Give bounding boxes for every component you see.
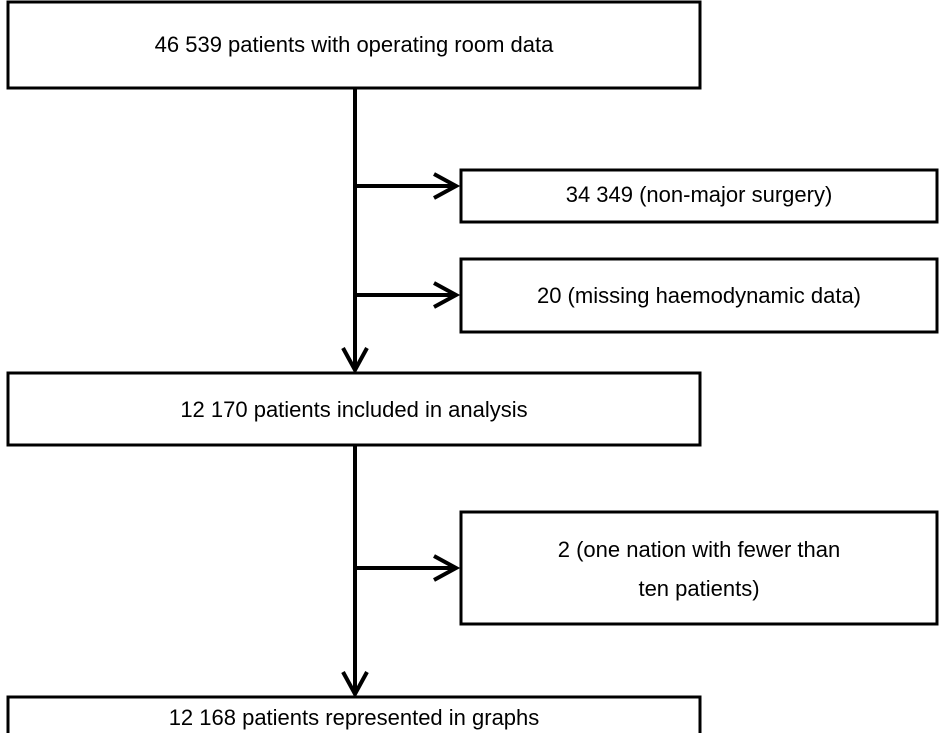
- box-label: 12 170 patients included in analysis: [180, 397, 527, 422]
- arrowhead: [433, 281, 461, 309]
- box-label: 46 539 patients with operating room data: [155, 32, 554, 57]
- box-label: 34 349 (non-major surgery): [566, 182, 833, 207]
- arrowhead: [433, 554, 461, 582]
- box: [6, 695, 702, 733]
- box: [459, 168, 939, 224]
- box: [6, 0, 702, 90]
- arrowhead: [433, 172, 461, 200]
- box-label: 20 (missing haemodynamic data): [537, 283, 861, 308]
- box-label: 2 (one nation with fewer than: [558, 537, 841, 562]
- box: [459, 510, 939, 626]
- arrowhead: [341, 671, 369, 699]
- box: [6, 371, 702, 447]
- box-label: 12 168 patients represented in graphs: [169, 705, 540, 730]
- box-label: ten patients): [638, 576, 759, 601]
- arrowhead: [341, 347, 369, 375]
- box: [459, 257, 939, 334]
